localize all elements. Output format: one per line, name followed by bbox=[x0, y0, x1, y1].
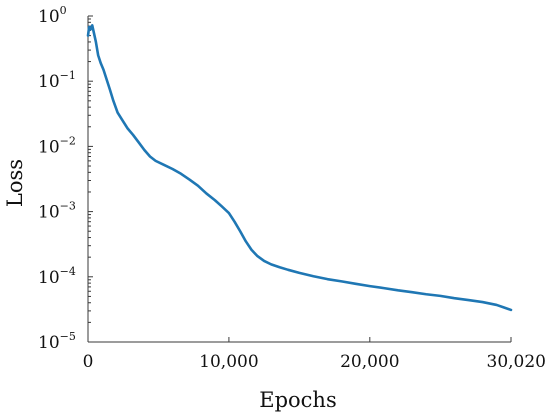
loss-series-line bbox=[86, 23, 513, 312]
x-tick-label: 0 bbox=[83, 352, 94, 372]
x-tick-label: 10,000 bbox=[199, 352, 258, 372]
plot-area bbox=[86, 23, 513, 312]
y-tick-label: 10−5 bbox=[38, 330, 76, 353]
y-axis-label: Loss bbox=[3, 159, 27, 207]
y-tick-label: 100 bbox=[38, 4, 67, 27]
axes bbox=[87, 16, 511, 343]
y-tick-label: 10−3 bbox=[38, 200, 76, 223]
x-axis-label: Epochs bbox=[259, 388, 336, 412]
y-tick-label: 10−2 bbox=[38, 134, 76, 157]
y-ticks: 100 10−1 10−2 10−3 10−4 10−5 bbox=[38, 4, 93, 353]
y-tick-label: 10−4 bbox=[38, 265, 76, 288]
x-tick-label: 30,020 bbox=[487, 352, 546, 372]
y-tick-label: 10−1 bbox=[38, 69, 76, 92]
x-tick-label: 20,000 bbox=[340, 352, 399, 372]
x-ticks: 0 10,000 20,000 30,020 bbox=[83, 337, 546, 372]
